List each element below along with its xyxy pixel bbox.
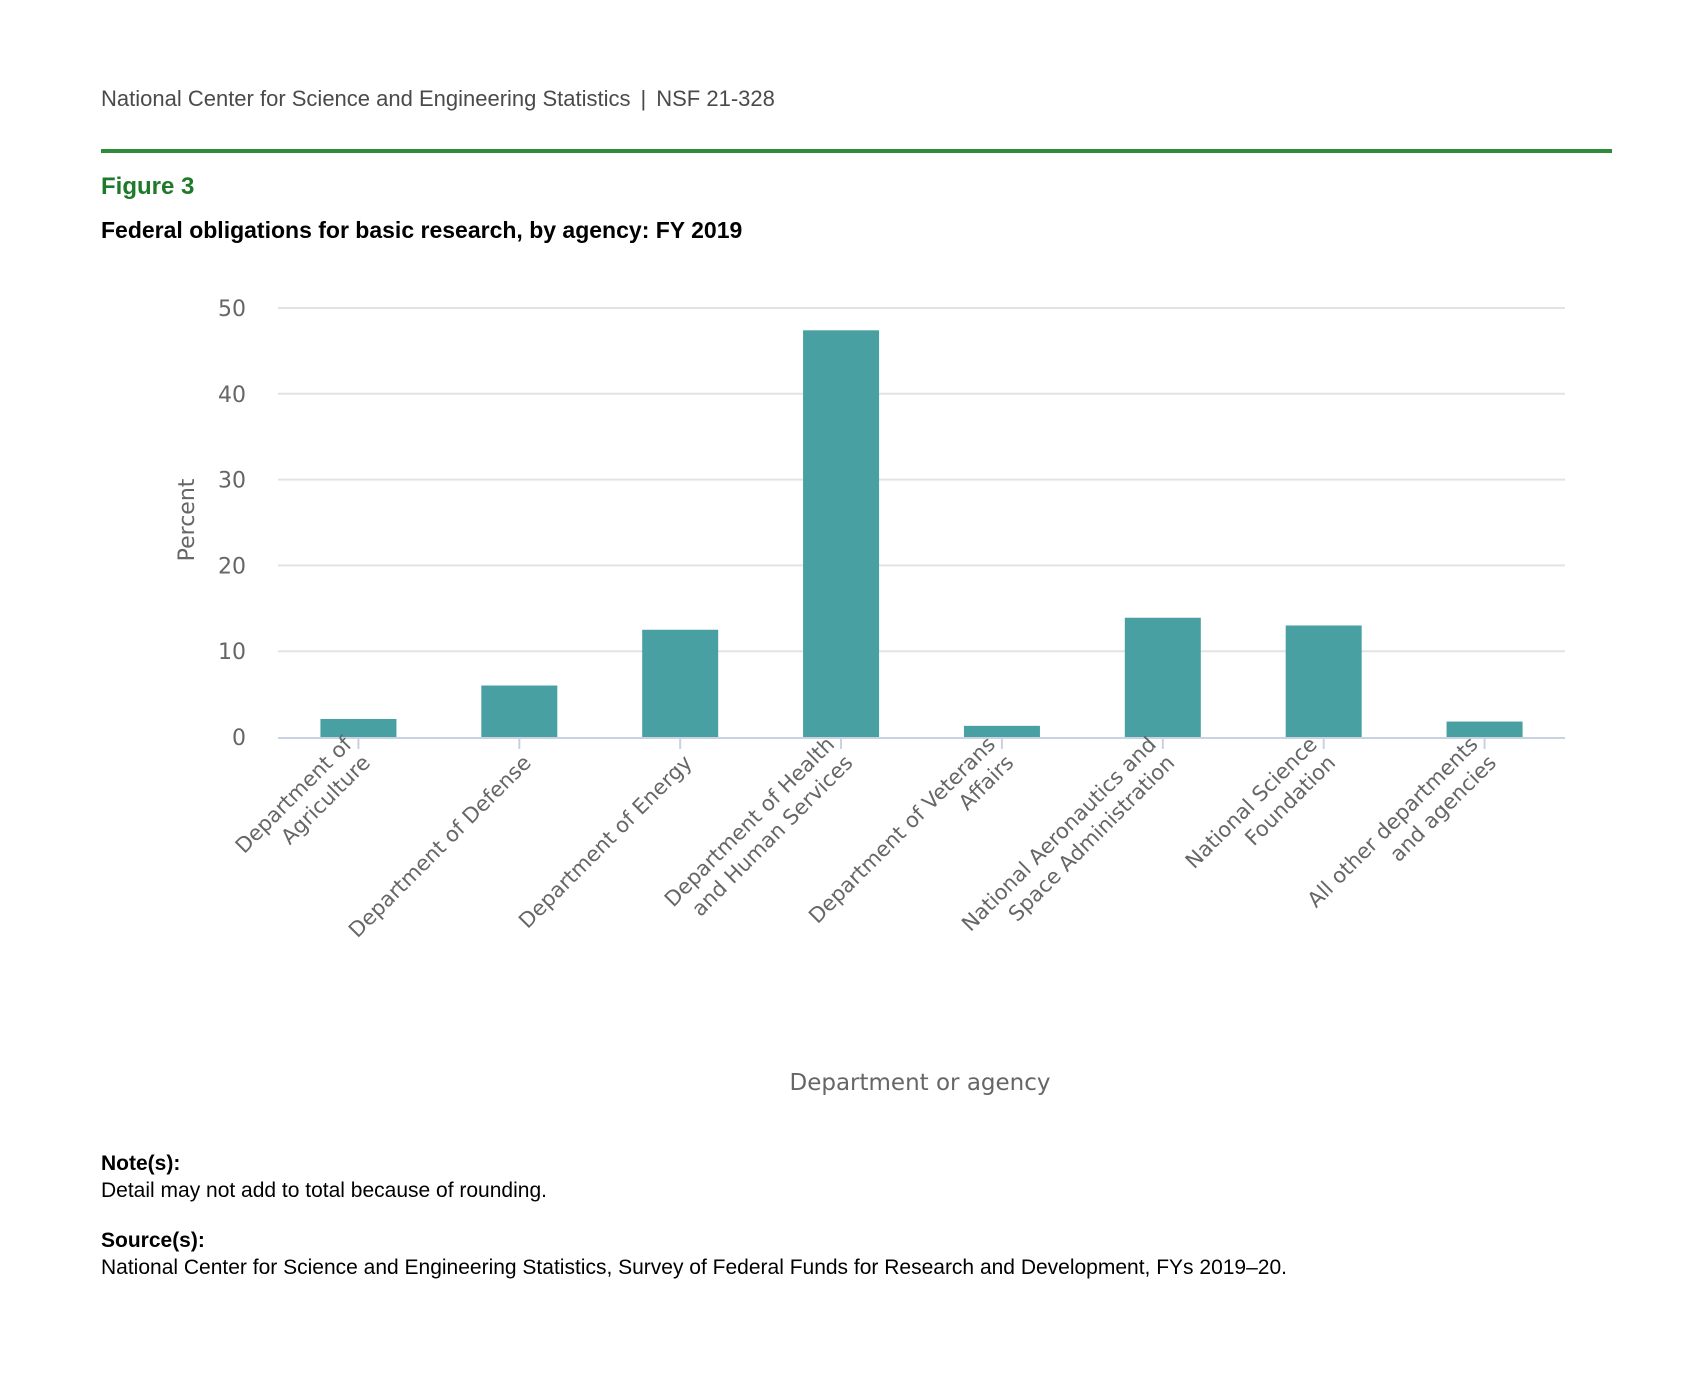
figure-title: Federal obligations for basic research, … (101, 217, 743, 243)
grid-lines (278, 307, 1565, 653)
bar (642, 629, 719, 737)
report-header: National Center for Science and Engineer… (101, 86, 775, 112)
source-heading: Source(s): (101, 1229, 205, 1252)
header-rule (101, 149, 1612, 153)
bar (1124, 617, 1201, 737)
header-org: National Center for Science and Engineer… (101, 86, 631, 111)
bar (1285, 625, 1362, 737)
y-axis-label: Percent (175, 478, 200, 561)
y-tick-label: 10 (218, 640, 246, 665)
x-axis-label: Department or agency (789, 1070, 1050, 1096)
x-tick-label-line: Space Administration (1004, 751, 1180, 927)
x-axis (278, 737, 1565, 749)
x-tick-label-line: National Aeronautics and (957, 732, 1161, 936)
bar (320, 718, 397, 737)
y-tick-label: 0 (232, 726, 246, 751)
y-tick-label: 30 (218, 469, 246, 494)
bars (320, 330, 1523, 737)
notes-text: Detail may not add to total because of r… (101, 1179, 547, 1202)
y-tick-label: 50 (218, 297, 246, 322)
bar (1446, 721, 1523, 737)
x-tick-label-line: Department of Defense (344, 751, 536, 943)
x-tick-label: Department ofAgriculture (231, 732, 376, 877)
header-separator: | (640, 86, 647, 111)
header-report-id: NSF 21-328 (656, 86, 775, 111)
y-tick-label: 20 (218, 554, 246, 579)
notes-heading: Note(s): (101, 1152, 181, 1175)
x-tick-label: National ScienceFoundation (1181, 732, 1341, 892)
y-axis-ticks: 0 10 20 30 40 50 (218, 297, 246, 751)
bar (963, 725, 1040, 737)
bar (481, 685, 558, 737)
x-tick-label-line: Department of Energy (514, 751, 697, 934)
bar (803, 330, 880, 737)
x-tick-label: Department of Defense (344, 751, 536, 943)
x-tick-label: Department of Energy (514, 751, 697, 934)
source-text: National Center for Science and Engineer… (101, 1256, 1287, 1279)
y-tick-label: 40 (218, 383, 246, 408)
figure-label: Figure 3 (101, 173, 195, 200)
